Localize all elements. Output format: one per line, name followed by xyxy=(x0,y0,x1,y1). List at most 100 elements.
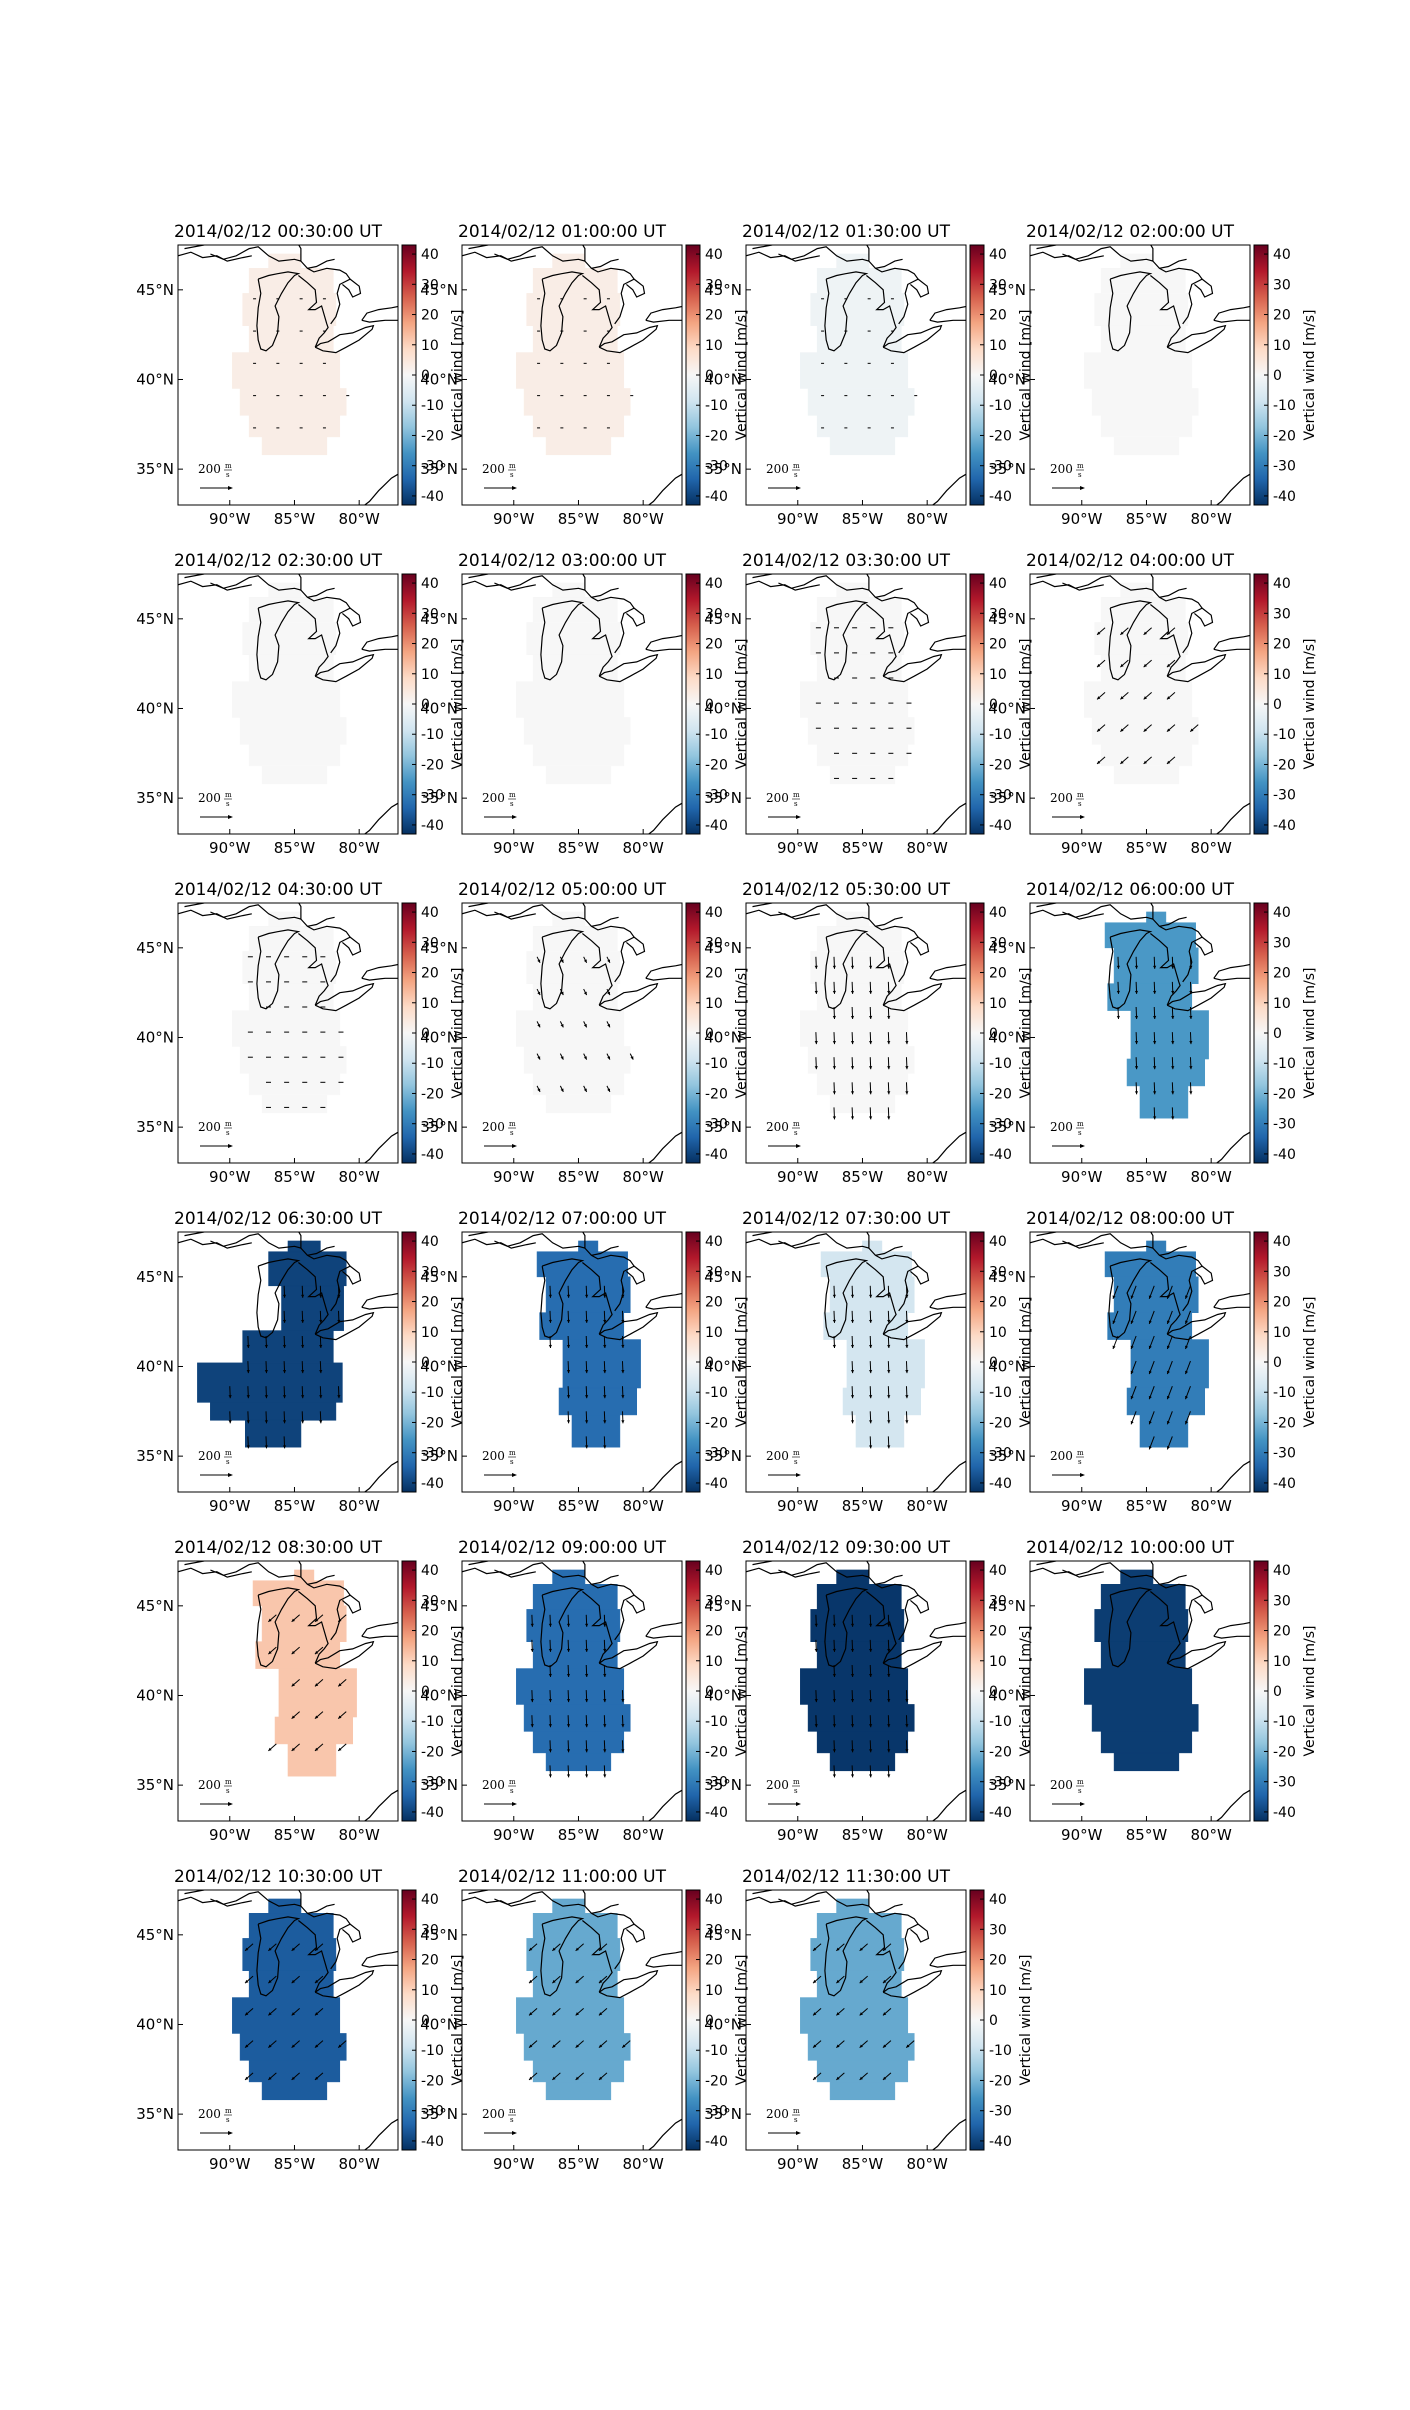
wind-arrow-head xyxy=(566,1319,571,1323)
coastline-path xyxy=(1213,634,1250,652)
coastline-path xyxy=(256,1258,301,1339)
wind-arrow-head xyxy=(246,1344,250,1348)
coastline-path xyxy=(314,653,375,683)
wind-arrow-head xyxy=(813,2012,817,2016)
wind-arrow-head xyxy=(291,1715,295,1719)
wind-arrow-head xyxy=(1130,1295,1134,1299)
scale-unit-denominator: s xyxy=(794,1129,798,1137)
wind-arrows xyxy=(530,1614,625,1778)
lon-tick-label: 90°W xyxy=(209,2155,251,2173)
wind-arrows xyxy=(244,1943,347,2081)
wind-arrow-head xyxy=(338,1715,342,1719)
coastline-path xyxy=(314,1311,375,1341)
wind-cell xyxy=(248,325,334,353)
lat-tick-label: 45°N xyxy=(704,281,742,299)
lat-tick-label: 45°N xyxy=(704,610,742,628)
coastline-path xyxy=(300,260,351,325)
coastline-path xyxy=(462,909,536,920)
wind-arrow-head xyxy=(1148,1370,1152,1375)
coastline-path xyxy=(910,607,930,627)
wind-arrow-head xyxy=(548,1699,552,1703)
scale-unit-numerator: m xyxy=(509,462,516,470)
wind-field xyxy=(232,1898,347,2101)
scale-legend: 200 ms xyxy=(482,1120,517,1148)
coastline-path xyxy=(1030,580,1104,591)
colorbar-tick-label: -10 xyxy=(705,1714,728,1730)
wind-cell xyxy=(552,582,586,598)
coastline-path xyxy=(598,982,659,1012)
wind-arrow-head xyxy=(583,1056,587,1060)
wind-arrow-head xyxy=(319,1319,323,1323)
wind-arrow-head xyxy=(850,1344,855,1348)
colorbar: 40 30 20 10 0 -10 -20 -30 -40 Vertical wind [m/s] xyxy=(1253,573,1318,835)
wind-arrow-head xyxy=(566,1294,571,1298)
scale-label: 200 xyxy=(482,462,505,476)
coastline-path xyxy=(256,271,301,352)
coastline-path xyxy=(298,275,329,348)
coastline-path xyxy=(540,600,585,681)
colorbar-tick-label: 0 xyxy=(1273,697,1282,713)
scale-label: 200 xyxy=(198,2107,221,2121)
colorbar-tick-label: 0 xyxy=(705,368,714,384)
lat-tick-label: 35°N xyxy=(136,1118,174,1136)
wind-arrow-head xyxy=(566,1724,571,1728)
panel-title: 2014/02/12 04:30:00 UT xyxy=(174,880,383,900)
coastline-path xyxy=(582,1262,613,1335)
coastline-path xyxy=(1215,802,1250,834)
colorbar-tick-label: -30 xyxy=(1273,1446,1296,1462)
wind-arrow-head xyxy=(268,1618,272,1622)
wind-arrow-head xyxy=(1097,663,1101,668)
colorbar-tick-label: 40 xyxy=(989,1563,1007,1579)
colorbar-tick-label: 0 xyxy=(421,1026,430,1042)
wind-arrow-head xyxy=(813,1979,817,1984)
wind-cell xyxy=(232,1010,341,1047)
colorbar-tick-label: -40 xyxy=(989,818,1012,834)
lat-tick-label: 45°N xyxy=(420,610,458,628)
wind-arrow-head xyxy=(887,1091,891,1095)
wind-arrow-head xyxy=(832,990,836,994)
colorbar-tick-label: 40 xyxy=(705,1563,723,1579)
colorbar-label: Vertical wind [m/s] xyxy=(1302,1297,1318,1428)
wind-cell xyxy=(862,1240,883,1253)
wind-arrow-head xyxy=(314,2044,319,2048)
lat-tick-label: 45°N xyxy=(988,939,1026,957)
scale-legend: 200 ms xyxy=(482,1449,517,1477)
wind-cell xyxy=(816,744,909,767)
wind-field xyxy=(232,911,347,1114)
colorbar-tick-label: -40 xyxy=(1273,1805,1296,1821)
wind-cell xyxy=(1104,922,1196,949)
wind-arrow-head xyxy=(882,2012,887,2016)
colorbar-tick-label: 40 xyxy=(989,1892,1007,1908)
wind-cell xyxy=(1146,911,1167,924)
wind-arrow-head xyxy=(264,1445,268,1449)
wind-cell xyxy=(239,1046,347,1074)
wind-arrow-head xyxy=(850,1041,855,1045)
wind-arrow-head xyxy=(887,1648,891,1652)
map-frame xyxy=(1029,244,1251,506)
wind-arrow-head xyxy=(245,2044,249,2048)
wind-arrow-head xyxy=(301,1420,305,1424)
scale-unit-numerator: m xyxy=(225,1449,232,1457)
wind-arrow-head xyxy=(585,1420,589,1424)
colorbar-tick-label: 0 xyxy=(421,2013,430,2029)
wind-arrow-head xyxy=(850,1015,855,1019)
wind-cell xyxy=(294,1569,315,1582)
coastline-path xyxy=(824,929,869,1010)
wind-arrow-head xyxy=(264,1344,268,1348)
colorbar-tick-label: -10 xyxy=(421,1714,444,1730)
wind-cell xyxy=(516,1010,625,1047)
lon-tick-label: 90°W xyxy=(209,1497,251,1515)
wind-arrow-head xyxy=(887,1445,891,1449)
coastline-path xyxy=(361,963,398,981)
wind-cell xyxy=(836,253,870,269)
lat-tick-label: 40°N xyxy=(136,1686,174,1704)
wind-cell xyxy=(1113,765,1180,785)
scale-unit-denominator: s xyxy=(1078,471,1082,479)
colorbar-tick-label: 40 xyxy=(421,1563,439,1579)
scale-legend: 200 ms xyxy=(198,791,233,819)
wind-arrow-head xyxy=(1185,1370,1189,1375)
wind-cell xyxy=(1126,1387,1206,1416)
colorbar-tick-label: 0 xyxy=(705,1026,714,1042)
coastline-path xyxy=(910,936,930,956)
